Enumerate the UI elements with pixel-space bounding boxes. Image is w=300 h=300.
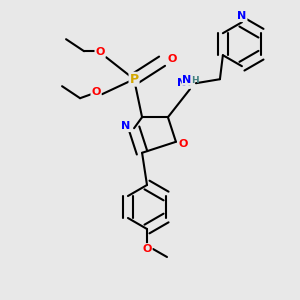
- Text: H: H: [191, 76, 199, 85]
- Text: O: O: [178, 139, 188, 149]
- Text: O: O: [95, 47, 105, 57]
- Text: O: O: [92, 87, 101, 97]
- Text: O: O: [142, 244, 152, 254]
- Text: N: N: [177, 78, 186, 88]
- Text: N: N: [122, 121, 131, 131]
- Text: P: P: [130, 73, 139, 86]
- Text: H: H: [182, 78, 190, 88]
- Text: N: N: [237, 11, 247, 21]
- Text: O: O: [167, 54, 177, 64]
- Text: N: N: [182, 75, 192, 85]
